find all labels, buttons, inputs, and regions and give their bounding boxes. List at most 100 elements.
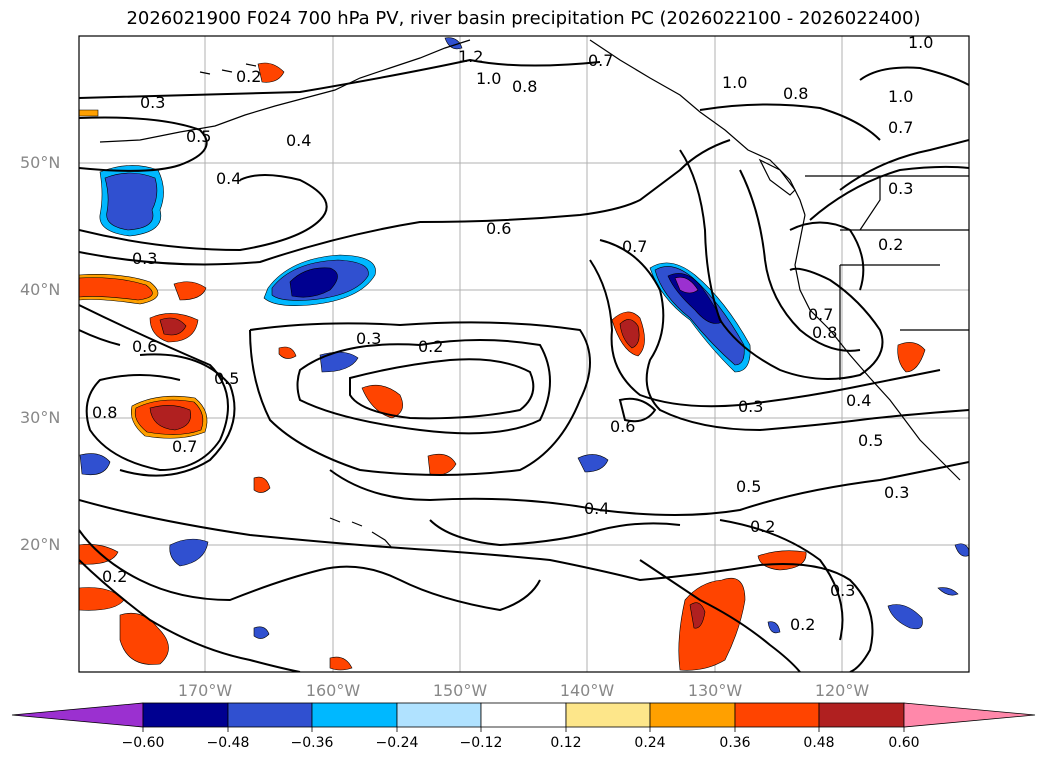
precip-blob-negative (937, 587, 959, 596)
contour-label: 0.7 (622, 237, 647, 256)
colorbar-extend-low (11, 702, 144, 728)
colorbar-tick-label: 0.60 (888, 735, 920, 751)
contour-label: 0.5 (214, 369, 239, 388)
precip-blob-positive (253, 476, 271, 493)
colorbar-swatch (311, 702, 398, 728)
colorbar-tick-label: 0.36 (719, 735, 751, 751)
contour-line (589, 259, 941, 408)
precip-blob-negative (79, 453, 111, 476)
colorbar-swatch (142, 702, 229, 728)
precip-blob-positive (757, 550, 807, 571)
contour-label: 1.0 (908, 33, 933, 52)
alaska-coast (99, 39, 471, 143)
colorbar-tick-label: −0.48 (206, 735, 250, 751)
colorbar-tick-label: 0.12 (550, 735, 582, 751)
contour-label: 0.7 (172, 437, 197, 456)
contour-label: 0.3 (884, 483, 909, 502)
lon-label: 160°W (305, 681, 361, 700)
contour-label: 0.7 (888, 118, 913, 137)
contour-line (679, 149, 884, 380)
contour-label: 0.6 (132, 337, 157, 356)
colorbar-tick-label: 0.48 (803, 735, 835, 751)
contour-label: 0.8 (512, 77, 537, 96)
contour-line (859, 66, 969, 86)
contour-line (329, 461, 969, 516)
lat-label: 30°N (20, 408, 61, 427)
contour-label: 0.2 (102, 567, 127, 586)
contour-label: 0.2 (790, 615, 815, 634)
hawaii-islands (329, 517, 393, 549)
colorbar-swatch (734, 702, 820, 728)
contour-line (809, 165, 969, 221)
us-west-coast (794, 214, 961, 481)
colorbar-swatch (227, 702, 313, 728)
contour-line (719, 519, 844, 641)
contour-label: 1.0 (476, 69, 501, 88)
contour-label: 0.6 (486, 219, 511, 238)
contour-label: 0.2 (878, 235, 903, 254)
aleutian-islands (199, 63, 257, 75)
contour-line (429, 519, 681, 547)
contour-label: 0.5 (186, 127, 211, 146)
contour-label: 0.7 (588, 51, 613, 70)
contour-line (639, 559, 801, 672)
contour-label-group: 1.0 1.2 1.0 0.8 0.7 0.8 1.0 1.0 0.7 0.3 … (92, 33, 933, 634)
precip-blob-positive (79, 109, 99, 117)
contour-label: 0.7 (808, 305, 833, 324)
precip-blob-positive (278, 346, 297, 359)
precip-anomaly-fills (79, 37, 969, 671)
contour-label: 1.2 (458, 47, 483, 66)
contour-line (349, 358, 535, 420)
contour-line (79, 499, 874, 672)
contour-label: 1.0 (888, 87, 913, 106)
contour-label: 0.3 (140, 93, 165, 112)
precip-blob-positive (173, 281, 207, 301)
precip-blob-positive (689, 602, 706, 629)
contour-label: 0.4 (846, 391, 871, 410)
colorbar-tick-label: −0.24 (375, 735, 419, 751)
precip-blob-positive (427, 453, 457, 476)
contour-label: 0.3 (830, 581, 855, 600)
map-frame (78, 35, 970, 673)
contour-line (79, 529, 541, 612)
contour-label: 0.4 (584, 499, 609, 518)
contour-line (618, 397, 657, 423)
contour-label: 0.6 (610, 417, 635, 436)
contour-line (79, 139, 731, 266)
precip-blob-negative (104, 172, 158, 231)
colorbar-swatch (565, 702, 651, 728)
precip-blob-positive (79, 544, 119, 565)
precip-blob-negative (767, 621, 781, 634)
contour-label: 1.0 (722, 73, 747, 92)
contour-line (699, 103, 881, 141)
colorbar-swatch (396, 702, 482, 728)
contour-label: 0.4 (216, 169, 241, 188)
precip-blob-negative (577, 454, 609, 473)
lon-label: 130°W (687, 681, 743, 700)
lon-label: 120°W (814, 681, 870, 700)
precip-blob-positive (79, 587, 125, 611)
contour-line (79, 58, 601, 99)
precip-blob-negative (444, 37, 463, 50)
contour-label: 0.5 (736, 477, 761, 496)
precip-blob-negative (253, 626, 270, 639)
contour-line (789, 221, 865, 291)
precip-blob-negative (954, 543, 969, 557)
contour-line (599, 239, 969, 432)
colorbar-swatch (649, 702, 736, 728)
contour-line (839, 139, 969, 191)
precip-blob-negative (289, 267, 338, 298)
contour-label: 0.4 (286, 131, 311, 150)
lon-label: 150°W (432, 681, 488, 700)
contour-label: 0.3 (888, 179, 913, 198)
lat-label: 40°N (20, 280, 61, 299)
gridlines (79, 36, 969, 672)
colorbar-swatch (480, 702, 567, 728)
canada-coast (589, 39, 806, 216)
precip-blob-negative (674, 276, 699, 294)
contour-line (119, 353, 236, 477)
contour-line (79, 304, 229, 472)
precip-blob-positive (329, 656, 353, 671)
precip-blob-negative (887, 604, 923, 630)
